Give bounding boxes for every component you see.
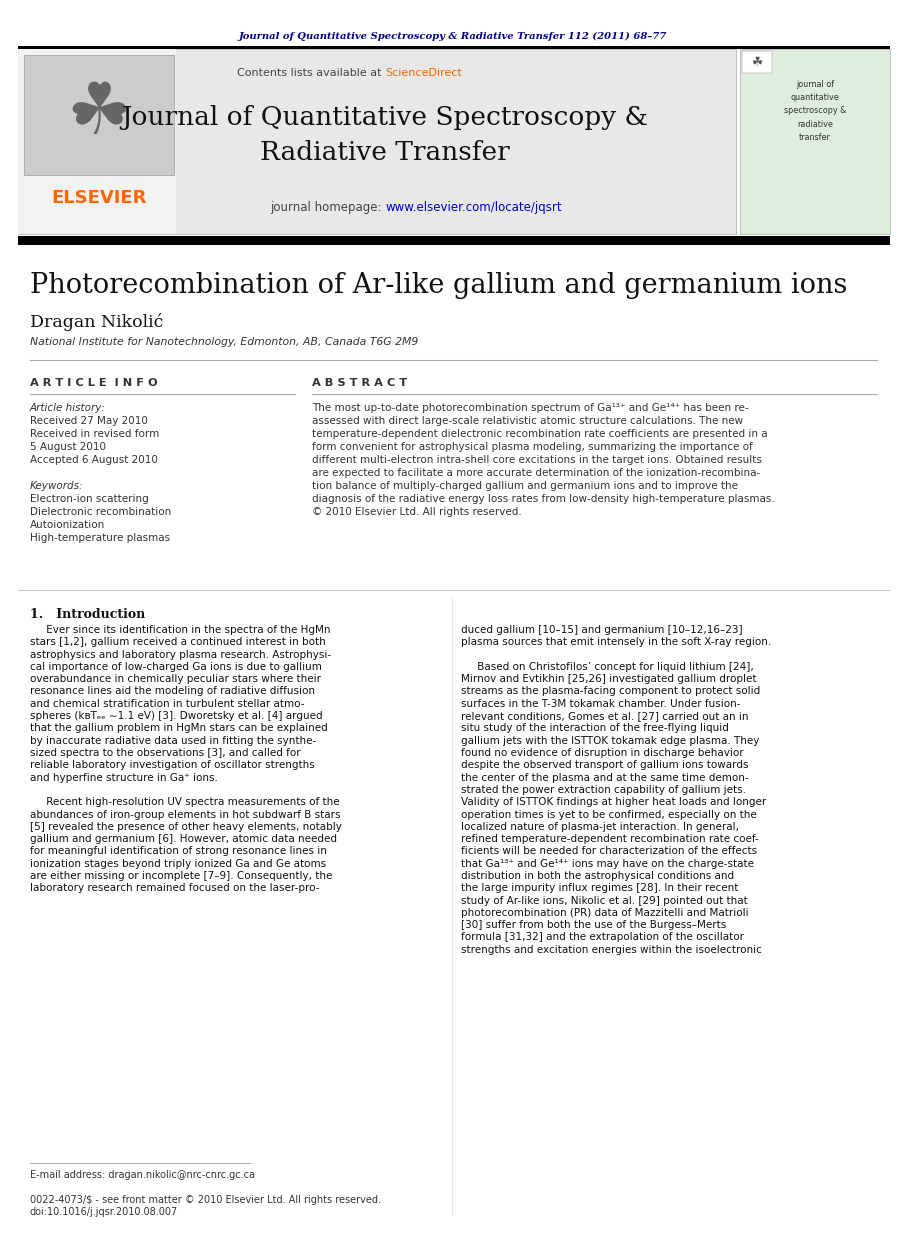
Bar <box>742 51 772 73</box>
Text: localized nature of plasma-jet interaction. In general,: localized nature of plasma-jet interacti… <box>461 822 739 832</box>
Text: Contents lists available at: Contents lists available at <box>237 68 385 78</box>
Text: High-temperature plasmas: High-temperature plasmas <box>30 534 171 543</box>
Text: A R T I C L E  I N F O: A R T I C L E I N F O <box>30 378 158 387</box>
Text: strengths and excitation energies within the isoelectronic: strengths and excitation energies within… <box>461 945 762 954</box>
Text: strated the power extraction capability of gallium jets.: strated the power extraction capability … <box>461 785 746 795</box>
Text: diagnosis of the radiative energy loss rates from low-density high-temperature p: diagnosis of the radiative energy loss r… <box>312 494 775 504</box>
Text: by inaccurate radiative data used in fitting the synthe-: by inaccurate radiative data used in fit… <box>30 735 317 745</box>
Text: tion balance of multiply-charged gallium and germanium ions and to improve the: tion balance of multiply-charged gallium… <box>312 482 738 491</box>
Text: Article history:: Article history: <box>30 404 106 413</box>
Bar <box>740 50 890 234</box>
Text: Received 27 May 2010: Received 27 May 2010 <box>30 416 148 426</box>
Text: astrophysics and laboratory plasma research. Astrophysi-: astrophysics and laboratory plasma resea… <box>30 650 331 660</box>
Text: duced gallium [10–15] and germanium [10–12,16–23]: duced gallium [10–15] and germanium [10–… <box>461 625 743 635</box>
Text: for meaningful identification of strong resonance lines in: for meaningful identification of strong … <box>30 847 327 857</box>
Text: that the gallium problem in HgMn stars can be explained: that the gallium problem in HgMn stars c… <box>30 723 327 733</box>
Text: abundances of iron-group elements in hot subdwarf B stars: abundances of iron-group elements in hot… <box>30 810 340 820</box>
Text: plasma sources that emit intensely in the soft X-ray region.: plasma sources that emit intensely in th… <box>461 638 771 647</box>
Text: Mirnov and Evtikhin [25,26] investigated gallium droplet: Mirnov and Evtikhin [25,26] investigated… <box>461 675 756 685</box>
Text: gallium and germanium [6]. However, atomic data needed: gallium and germanium [6]. However, atom… <box>30 834 337 844</box>
Text: Accepted 6 August 2010: Accepted 6 August 2010 <box>30 456 158 465</box>
Text: photorecombination (PR) data of Mazzitelli and Matrioli: photorecombination (PR) data of Mazzitel… <box>461 907 748 917</box>
Text: assessed with direct large-scale relativistic atomic structure calculations. The: assessed with direct large-scale relativ… <box>312 416 743 426</box>
Text: Ever since its identification in the spectra of the HgMn: Ever since its identification in the spe… <box>30 625 330 635</box>
Text: are expected to facilitate a more accurate determination of the ionization-recom: are expected to facilitate a more accura… <box>312 468 760 478</box>
Text: form convenient for astrophysical plasma modeling, summarizing the importance of: form convenient for astrophysical plasma… <box>312 442 753 452</box>
Bar <box>18 236 890 245</box>
Text: situ study of the interaction of the free-flying liquid: situ study of the interaction of the fre… <box>461 723 729 733</box>
Text: the large impurity influx regimes [28]. In their recent: the large impurity influx regimes [28]. … <box>461 883 738 894</box>
Text: A B S T R A C T: A B S T R A C T <box>312 378 407 387</box>
Text: Based on Christofilos’ concept for liquid lithium [24],: Based on Christofilos’ concept for liqui… <box>461 662 754 672</box>
Text: streams as the plasma-facing component to protect solid: streams as the plasma-facing component t… <box>461 687 760 697</box>
Text: Received in revised form: Received in revised form <box>30 430 160 439</box>
Text: Journal of Quantitative Spectroscopy &
Radiative Transfer: Journal of Quantitative Spectroscopy & R… <box>122 105 649 165</box>
Text: ☘: ☘ <box>66 80 132 150</box>
Text: Electron-ion scattering: Electron-ion scattering <box>30 494 149 504</box>
Text: different multi-electron intra-shell core excitations in the target ions. Obtain: different multi-electron intra-shell cor… <box>312 456 762 465</box>
Text: spheres (kʙTₑₑ ∼1.1 eV) [3]. Dworetsky et al. [4] argued: spheres (kʙTₑₑ ∼1.1 eV) [3]. Dworetsky e… <box>30 711 323 721</box>
Text: that Ga¹³⁺ and Ge¹⁴⁺ ions may have on the charge-state: that Ga¹³⁺ and Ge¹⁴⁺ ions may have on th… <box>461 859 754 869</box>
Text: journal homepage:: journal homepage: <box>269 201 385 213</box>
Text: The most up-to-date photorecombination spectrum of Ga¹³⁺ and Ge¹⁴⁺ has been re-: The most up-to-date photorecombination s… <box>312 404 748 413</box>
Text: distribution in both the astrophysical conditions and: distribution in both the astrophysical c… <box>461 872 734 881</box>
Text: National Institute for Nanotechnology, Edmonton, AB, Canada T6G 2M9: National Institute for Nanotechnology, E… <box>30 337 418 347</box>
Text: surfaces in the T-3M tokamak chamber. Under fusion-: surfaces in the T-3M tokamak chamber. Un… <box>461 698 740 709</box>
Text: Dielectronic recombination: Dielectronic recombination <box>30 508 171 517</box>
Text: 1.   Introduction: 1. Introduction <box>30 608 145 621</box>
Text: Photorecombination of Ar-like gallium and germanium ions: Photorecombination of Ar-like gallium an… <box>30 272 847 300</box>
Text: Keywords:: Keywords: <box>30 482 83 491</box>
Text: and hyperfine structure in Ga⁺ ions.: and hyperfine structure in Ga⁺ ions. <box>30 773 218 782</box>
Bar <box>24 54 174 175</box>
Text: E-mail address: dragan.nikolic@nrc-cnrc.gc.ca: E-mail address: dragan.nikolic@nrc-cnrc.… <box>30 1170 255 1180</box>
Text: found no evidence of disruption in discharge behavior: found no evidence of disruption in disch… <box>461 748 744 758</box>
Bar <box>18 46 890 48</box>
Text: [5] revealed the presence of other heavy elements, notably: [5] revealed the presence of other heavy… <box>30 822 342 832</box>
Text: [30] suffer from both the use of the Burgess–Merts: [30] suffer from both the use of the Bur… <box>461 920 727 930</box>
Text: Autoionization: Autoionization <box>30 520 105 530</box>
Text: doi:10.1016/j.jqsr.2010.08.007: doi:10.1016/j.jqsr.2010.08.007 <box>30 1207 179 1217</box>
Text: © 2010 Elsevier Ltd. All rights reserved.: © 2010 Elsevier Ltd. All rights reserved… <box>312 508 522 517</box>
Text: study of Ar-like ions, Nikolic et al. [29] pointed out that: study of Ar-like ions, Nikolic et al. [2… <box>461 895 747 906</box>
Text: Journal of Quantitative Spectroscopy & Radiative Transfer 112 (2011) 68–77: Journal of Quantitative Spectroscopy & R… <box>239 31 668 41</box>
Text: Validity of ISTTOK findings at higher heat loads and longer: Validity of ISTTOK findings at higher he… <box>461 797 766 807</box>
Text: www.elsevier.com/locate/jqsrt: www.elsevier.com/locate/jqsrt <box>385 201 561 213</box>
Text: refined temperature-dependent recombination rate coef-: refined temperature-dependent recombinat… <box>461 834 759 844</box>
Text: ELSEVIER: ELSEVIER <box>52 189 147 207</box>
Text: laboratory research remained focused on the laser-pro-: laboratory research remained focused on … <box>30 883 319 894</box>
Text: ScienceDirect: ScienceDirect <box>385 68 462 78</box>
Text: reliable laboratory investigation of oscillator strengths: reliable laboratory investigation of osc… <box>30 760 315 770</box>
Bar <box>18 50 176 234</box>
Text: journal of
quantitative
spectroscopy &
radiative
transfer: journal of quantitative spectroscopy & r… <box>784 80 846 142</box>
Text: 5 August 2010: 5 August 2010 <box>30 442 106 452</box>
Text: despite the observed transport of gallium ions towards: despite the observed transport of galliu… <box>461 760 748 770</box>
Text: formula [31,32] and the extrapolation of the oscillator: formula [31,32] and the extrapolation of… <box>461 932 744 942</box>
Text: ionization stages beyond triply ionized Ga and Ge atoms: ionization stages beyond triply ionized … <box>30 859 327 869</box>
Text: temperature-dependent dielectronic recombination rate coefficients are presented: temperature-dependent dielectronic recom… <box>312 430 767 439</box>
Text: the center of the plasma and at the same time demon-: the center of the plasma and at the same… <box>461 773 748 782</box>
Text: Dragan Nikolić: Dragan Nikolić <box>30 313 163 331</box>
Text: and chemical stratification in turbulent stellar atmo-: and chemical stratification in turbulent… <box>30 698 305 709</box>
Text: gallium jets with the ISTTOK tokamak edge plasma. They: gallium jets with the ISTTOK tokamak edg… <box>461 735 759 745</box>
Text: 0022-4073/$ - see front matter © 2010 Elsevier Ltd. All rights reserved.: 0022-4073/$ - see front matter © 2010 El… <box>30 1195 381 1205</box>
Text: Recent high-resolution UV spectra measurements of the: Recent high-resolution UV spectra measur… <box>30 797 339 807</box>
Text: are either missing or incomplete [7–9]. Consequently, the: are either missing or incomplete [7–9]. … <box>30 872 332 881</box>
Text: operation times is yet to be confirmed, especially on the: operation times is yet to be confirmed, … <box>461 810 756 820</box>
Text: ficients will be needed for characterization of the effects: ficients will be needed for characteriza… <box>461 847 757 857</box>
Text: cal importance of low-charged Ga ions is due to gallium: cal importance of low-charged Ga ions is… <box>30 662 322 672</box>
Text: stars [1,2], gallium received a continued interest in both: stars [1,2], gallium received a continue… <box>30 638 326 647</box>
Bar <box>18 50 736 234</box>
Text: resonance lines aid the modeling of radiative diffusion: resonance lines aid the modeling of radi… <box>30 687 315 697</box>
Text: sized spectra to the observations [3], and called for: sized spectra to the observations [3], a… <box>30 748 300 758</box>
Text: ☘: ☘ <box>751 56 763 68</box>
Text: relevant conditions, Gomes et al. [27] carried out an in: relevant conditions, Gomes et al. [27] c… <box>461 711 748 721</box>
Text: overabundance in chemically peculiar stars where their: overabundance in chemically peculiar sta… <box>30 675 321 685</box>
